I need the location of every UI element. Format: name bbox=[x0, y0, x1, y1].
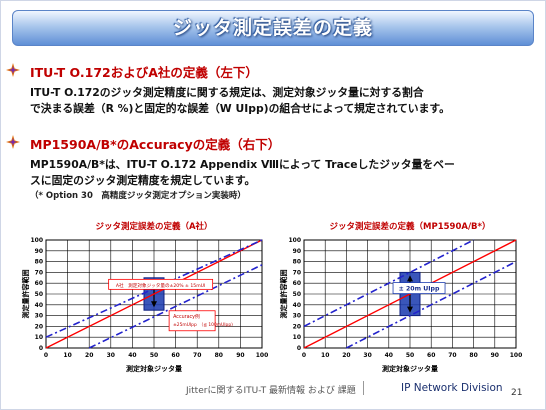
y-tick-label: 100 bbox=[30, 237, 43, 244]
diamond-star-bullet-icon bbox=[6, 135, 20, 149]
y-tick-label: 100 bbox=[288, 237, 301, 244]
x-tick-label: 90 bbox=[236, 352, 244, 359]
arrow-head-down bbox=[407, 306, 413, 313]
x-axis-label: 測定対象ジッタ量 bbox=[126, 364, 182, 373]
chart-title: ジッタ測定誤差の定義（A社） bbox=[95, 221, 212, 232]
y-tick-label: 80 bbox=[35, 259, 43, 266]
section-mp1590: MP1590A/B*のAccuracyの定義（右下） MP1590A/B*は、I… bbox=[6, 134, 535, 201]
x-tick-label: 100 bbox=[256, 352, 269, 359]
series-line bbox=[303, 239, 517, 349]
x-tick-label: 10 bbox=[63, 352, 71, 359]
y-tick-label: 10 bbox=[293, 334, 301, 341]
y-tick-label: 50 bbox=[35, 291, 43, 298]
y-tick-label: 60 bbox=[293, 280, 301, 287]
footer-title: Jitterに関するITU-T 最新情報 および 課題 bbox=[186, 386, 356, 396]
section-text-line: スに固定のジッタ測定精度を規定しています。 bbox=[30, 174, 256, 187]
slide-title: ジッタ測定誤差の定義 bbox=[172, 17, 373, 39]
annotation-text: Accuracy例 bbox=[173, 313, 200, 320]
page-number: 21 bbox=[511, 388, 523, 398]
y-tick-label: 90 bbox=[35, 248, 43, 255]
x-tick-label: 100 bbox=[510, 352, 523, 359]
title-bar: ジッタ測定誤差の定義 bbox=[12, 10, 534, 46]
y-tick-label: 70 bbox=[293, 269, 301, 276]
x-tick-label: 90 bbox=[491, 352, 499, 359]
section-heading: ITU-T O.172およびA社の定義（左下） bbox=[30, 65, 258, 80]
footer-division: IP Network Division bbox=[401, 382, 503, 394]
y-tick-label: 0 bbox=[39, 345, 43, 352]
section-text-line: ITU-T O.172のジッタ測定精度に関する規定は、測定対象ジッタ量に対する割… bbox=[30, 86, 424, 99]
x-tick-label: 50 bbox=[406, 352, 414, 359]
series-line bbox=[88, 264, 263, 349]
x-tick-label: 30 bbox=[107, 352, 115, 359]
y-tick-label: 70 bbox=[35, 269, 43, 276]
y-tick-label: 40 bbox=[293, 302, 301, 309]
y-tick-label: 80 bbox=[293, 259, 301, 266]
x-tick-label: 70 bbox=[193, 352, 201, 359]
x-tick-label: 80 bbox=[469, 352, 477, 359]
diamond-star-bullet-icon bbox=[6, 63, 20, 77]
y-tick-label: 60 bbox=[35, 280, 43, 287]
series-line bbox=[346, 260, 517, 349]
x-tick-label: 0 bbox=[302, 352, 306, 359]
annotation-box bbox=[168, 310, 216, 332]
chart-a-company: ジッタ測定誤差の定義（A社） 0 0 10 10 20 20 30 30 40 40 50 50 60 60… bbox=[20, 218, 272, 384]
series-line bbox=[45, 239, 263, 349]
x-tick-label: 0 bbox=[44, 352, 48, 359]
series-line bbox=[303, 239, 474, 328]
arrow-head-up bbox=[407, 275, 413, 282]
x-tick-label: 40 bbox=[128, 352, 136, 359]
y-tick-label: 90 bbox=[293, 248, 301, 255]
y-axis-label: 測定量許容範囲 bbox=[279, 270, 288, 319]
x-tick-label: 50 bbox=[150, 352, 158, 359]
y-tick-label: 50 bbox=[293, 291, 301, 298]
section-text-line: で決まる誤差（R %)と固定的な誤差（W UIpp)の組合せによって規定されてい… bbox=[30, 102, 450, 115]
x-tick-label: 10 bbox=[321, 352, 329, 359]
annotation-text: ± 20m UIpp bbox=[399, 286, 440, 293]
x-tick-label: 70 bbox=[448, 352, 456, 359]
chart-mp1590-svg: ジッタ測定誤差の定義（MP1590A/B*） 00 10 10 20 20 30 30 40 40… bbox=[279, 221, 523, 373]
y-tick-label: 10 bbox=[35, 334, 43, 341]
annotation-text: ±25mUIpp （≦ 100mUIpp) bbox=[173, 322, 233, 328]
section-heading: MP1590A/B*のAccuracyの定義（右下） bbox=[30, 137, 281, 152]
section-note: （* Option 30 高精度ジッタ測定オプション実装時） bbox=[30, 191, 246, 201]
y-tick-label: 0 bbox=[297, 345, 301, 352]
section-ituo172: ITU-T O.172およびA社の定義（左下） ITU-T O.172のジッタ測… bbox=[6, 62, 535, 117]
x-tick-label: 20 bbox=[85, 352, 93, 359]
x-tick-label: 80 bbox=[215, 352, 223, 359]
chart-mp1590: ジッタ測定誤差の定義（MP1590A/B*） 0 0 10 10 20 20 30 30 40 40… bbox=[278, 218, 530, 384]
x-tick-label: 60 bbox=[171, 352, 179, 359]
y-axis-label: 測定量許容範囲 bbox=[21, 270, 30, 319]
chart-title: ジッタ測定誤差の定義（MP1590A/B*） bbox=[330, 221, 491, 232]
chart-a-company-svg: ジッタ測定誤差の定義（A社） 00 10 10 20 20 30 30 40 40 50 50 60 60… bbox=[21, 221, 269, 373]
annotation-box bbox=[392, 282, 446, 294]
section-text-line: MP1590A/B*は、ITU-T O.172 Appendix Ⅷによって T… bbox=[30, 158, 455, 171]
series-line bbox=[45, 239, 263, 338]
y-tick-label: 30 bbox=[293, 313, 301, 320]
arrow-head-down bbox=[151, 301, 157, 308]
x-axis-label: 測定対象ジッタ量 bbox=[382, 364, 438, 373]
y-tick-label: 40 bbox=[35, 302, 43, 309]
x-tick-label: 30 bbox=[363, 352, 371, 359]
annotation-box bbox=[108, 278, 214, 290]
footer-divider bbox=[363, 381, 364, 395]
x-tick-label: 40 bbox=[385, 352, 393, 359]
y-tick-label: 20 bbox=[35, 323, 43, 330]
y-tick-label: 30 bbox=[35, 313, 43, 320]
y-tick-label: 20 bbox=[293, 323, 301, 330]
annotation-text: A社 測定対象ジッタ量の±20% ± 15mUI bbox=[116, 282, 206, 289]
x-tick-label: 20 bbox=[342, 352, 350, 359]
x-tick-label: 60 bbox=[427, 352, 435, 359]
